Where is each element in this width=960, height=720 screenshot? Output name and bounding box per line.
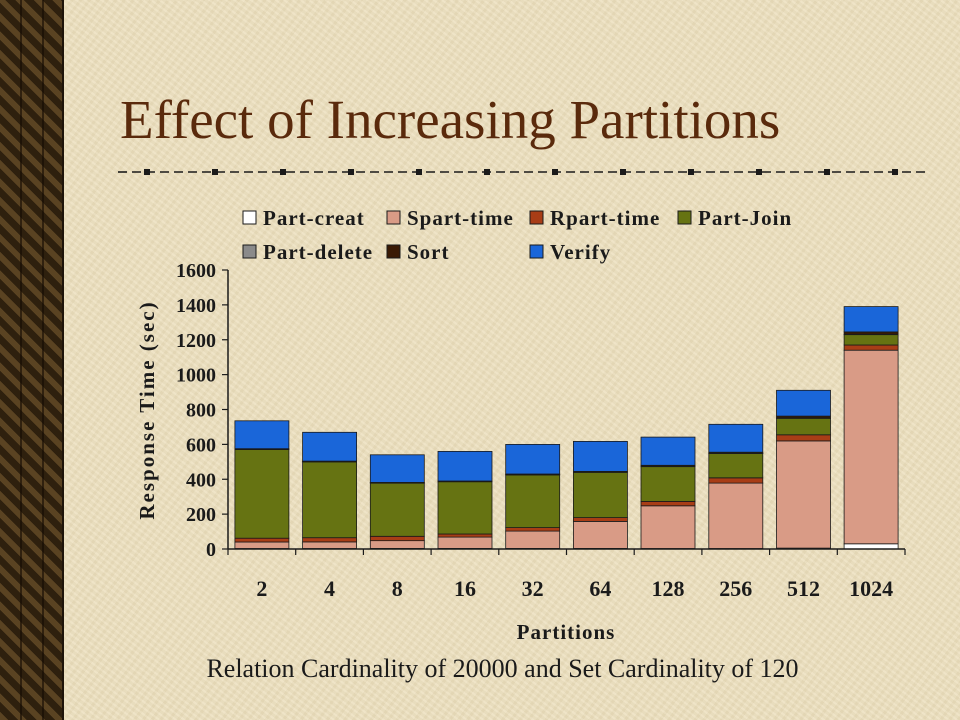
bar-segment-verify bbox=[640, 436, 696, 466]
y-tick-label: 400 bbox=[186, 469, 216, 491]
bar-segment-rpart-time bbox=[573, 517, 628, 522]
x-tick-label: 64 bbox=[589, 576, 611, 601]
legend-swatch bbox=[529, 244, 544, 259]
bar-segment-spart-time bbox=[776, 440, 831, 549]
bar-segment-part-join bbox=[234, 449, 290, 539]
bar-segment-rpart-time bbox=[234, 537, 290, 543]
y-tick-label: 200 bbox=[186, 504, 216, 526]
bar-segment-rpart-time bbox=[708, 477, 764, 484]
legend-label: Part-Join bbox=[698, 206, 792, 230]
x-tick-label: 8 bbox=[392, 576, 403, 601]
bar-segment-spart-time bbox=[234, 541, 290, 549]
y-tick-label: 1000 bbox=[176, 365, 216, 387]
bar-segment-rpart-time bbox=[369, 535, 425, 542]
bar-segment-verify bbox=[843, 306, 899, 333]
x-tick-label: 32 bbox=[522, 576, 544, 601]
y-axis-label: Response Time (sec) bbox=[135, 300, 159, 519]
bar-segment-verify bbox=[573, 440, 628, 472]
bar-segment-spart-time bbox=[505, 530, 561, 549]
bar-segment-spart-time bbox=[369, 540, 425, 549]
bar-segment-part-join bbox=[369, 482, 425, 537]
legend-label: Sort bbox=[407, 240, 450, 264]
legend-swatch bbox=[242, 210, 257, 225]
chart-legend: Part-creat Spart-time Rpart-time Part-Join P… bbox=[242, 206, 792, 264]
bar-segment-spart-time bbox=[708, 482, 764, 549]
x-tick-label: 4 bbox=[324, 576, 335, 601]
bar-segment-part-join bbox=[302, 461, 358, 539]
legend-swatch bbox=[386, 244, 401, 259]
y-tick-label: 1400 bbox=[176, 295, 216, 317]
y-tick-label: 1600 bbox=[176, 260, 216, 282]
legend-label: Rpart-time bbox=[550, 206, 660, 230]
bar-segment-verify bbox=[437, 450, 493, 482]
legend-label: Verify bbox=[550, 240, 611, 264]
bar-segment-verify bbox=[369, 454, 425, 483]
bar-segment-spart-time bbox=[640, 505, 696, 549]
x-tick-label: 1024 bbox=[849, 576, 893, 601]
bar-segment-spart-time bbox=[573, 521, 628, 549]
legend-swatch bbox=[242, 244, 257, 259]
bar-segment-verify bbox=[776, 389, 831, 417]
chart-caption: Relation Cardinality of 20000 and Set Ca… bbox=[206, 654, 799, 683]
y-tick-label: 1200 bbox=[176, 330, 216, 352]
legend-swatch bbox=[386, 210, 401, 225]
x-axis-label: Partitions bbox=[517, 620, 616, 644]
bar-segment-part-join bbox=[843, 334, 899, 346]
bar-segment-part-join bbox=[708, 452, 764, 479]
bar-segment-rpart-time bbox=[776, 434, 831, 442]
y-tick-label: 800 bbox=[186, 400, 216, 422]
bar-segment-verify bbox=[302, 431, 358, 462]
decorative-border-strip bbox=[0, 0, 64, 720]
bar-segment-part-join bbox=[505, 474, 561, 528]
bar-segment-part-join bbox=[640, 466, 696, 502]
bar-segment-spart-time bbox=[437, 536, 493, 549]
bar-segment-verify bbox=[505, 443, 561, 475]
bar-segment-part-join bbox=[437, 481, 493, 535]
legend-swatch bbox=[677, 210, 692, 225]
bar-segment-rpart-time bbox=[843, 344, 899, 351]
chart-axes: 0 200 400 600 800 1000 1200 1400 1600 2 4 8 16 32 64 12… bbox=[176, 260, 906, 601]
bar-segment-verify bbox=[234, 420, 290, 450]
bar-segment-part-creat bbox=[843, 543, 899, 550]
bar-segment-spart-time bbox=[302, 541, 358, 549]
bar-segment-rpart-time bbox=[302, 537, 358, 543]
x-tick-label: 128 bbox=[652, 576, 685, 601]
bar-segment-rpart-time bbox=[505, 527, 561, 532]
bar-segment-part-join bbox=[776, 417, 831, 436]
y-tick-label: 0 bbox=[206, 539, 216, 561]
legend-label: Part-delete bbox=[263, 240, 373, 264]
chart-bars bbox=[234, 306, 899, 550]
bar-segment-part-join bbox=[573, 471, 628, 518]
x-tick-label: 512 bbox=[787, 576, 820, 601]
title-divider bbox=[118, 169, 930, 175]
x-tick-label: 16 bbox=[454, 576, 476, 601]
slide-title: Effect of Increasing Partitions bbox=[120, 89, 781, 150]
bar-segment-spart-time bbox=[843, 349, 899, 545]
legend-label: Spart-time bbox=[407, 206, 514, 230]
bar-segment-rpart-time bbox=[640, 500, 696, 507]
legend-swatch bbox=[529, 210, 544, 225]
bar-segment-verify bbox=[708, 423, 764, 453]
legend-label: Part-creat bbox=[263, 206, 365, 230]
x-tick-label: 2 bbox=[256, 576, 267, 601]
y-tick-label: 600 bbox=[186, 434, 216, 456]
x-tick-label: 256 bbox=[719, 576, 752, 601]
bar-segment-rpart-time bbox=[437, 533, 493, 538]
